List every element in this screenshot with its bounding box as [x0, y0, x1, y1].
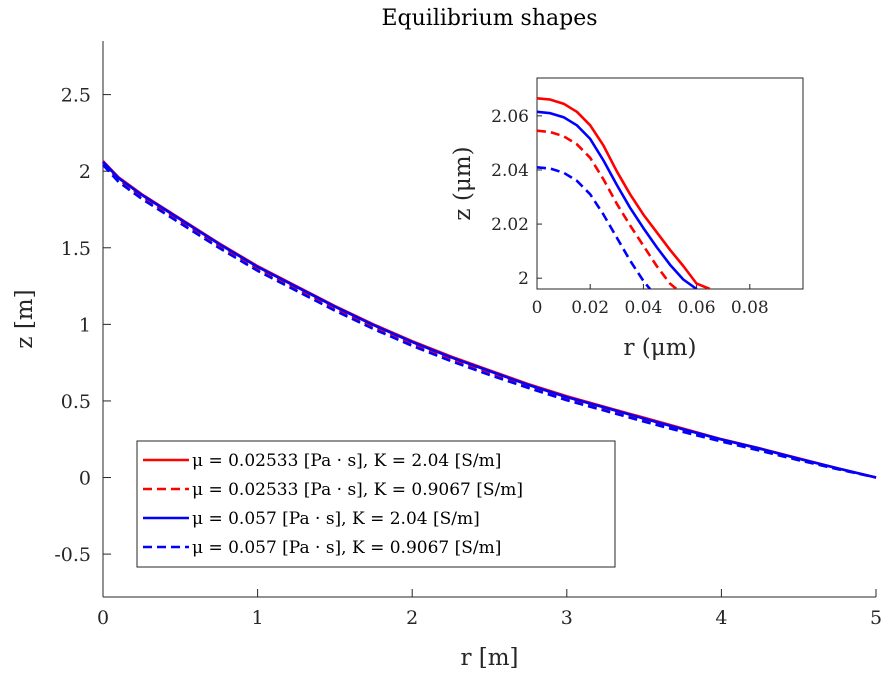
legend-entry-label: μ = 0.057 [Pa · s], K = 2.04 [S/m]: [192, 509, 480, 529]
legend: μ = 0.02533 [Pa · s], K = 2.04 [S/m] μ = …: [136, 440, 616, 568]
inset-series-line: [537, 166, 652, 289]
inset-x-tick-label: 0.08: [731, 298, 769, 318]
y-tick-label: 2.5: [61, 85, 91, 107]
legend-entry-label: μ = 0.02533 [Pa · s], K = 0.9067 [S/m]: [192, 480, 523, 500]
legend-box: [136, 440, 616, 568]
x-tick-label: 5: [870, 607, 882, 629]
main-plot: 0 1 2 3 4 5 -0.5 0 0.5 1 1.5 2 2.5 Equilibrium shapes…: [12, 6, 882, 671]
inset-series-group: [537, 97, 711, 289]
inset-y-tick-label: 2.04: [491, 161, 529, 181]
inset-x-tick-label: 0.02: [571, 298, 609, 318]
chart-title: Equilibrium shapes: [381, 6, 597, 31]
inset-x-tick-label: 0.06: [678, 298, 716, 318]
inset-plot: 0 0.02 0.04 0.06 0.08 2 2.02 2.04 2.06 r (μm) z (μ…: [450, 77, 804, 361]
inset-y-tick-label: 2.06: [491, 107, 529, 127]
inset-x-tick-label: 0.04: [624, 298, 662, 318]
x-tick-label: 1: [252, 607, 264, 629]
x-axis-label: r [m]: [460, 645, 518, 671]
inset-series-line: [537, 97, 711, 289]
y-tick-label: 1.5: [61, 238, 91, 260]
y-axis-label: z [m]: [12, 289, 38, 348]
inset-x-tick-label: 0: [532, 298, 543, 318]
series-line: [102, 160, 877, 479]
series-line: [102, 164, 877, 479]
inset-y-tick-label: 2: [518, 269, 529, 289]
inset-y-tick-label: 2.02: [491, 215, 529, 235]
y-tick-label: -0.5: [54, 544, 91, 566]
x-tick-label: 2: [406, 607, 418, 629]
inset-y-axis-label: z (μm): [450, 146, 476, 220]
inset-series-line: [537, 110, 698, 289]
y-tick-label: 0: [79, 468, 91, 490]
x-tick-label: 3: [561, 607, 573, 629]
x-tick-label: 0: [97, 607, 109, 629]
y-tick-label: 1: [79, 314, 91, 336]
inset-frame: [536, 77, 804, 290]
inset-x-axis-label: r (μm): [623, 335, 696, 361]
y-tick-label: 0.5: [61, 391, 91, 413]
inset-series-line: [537, 129, 678, 289]
legend-entry-label: μ = 0.057 [Pa · s], K = 0.9067 [S/m]: [192, 538, 501, 558]
legend-entry-label: μ = 0.02533 [Pa · s], K = 2.04 [S/m]: [192, 451, 501, 471]
y-tick-label: 2: [79, 161, 91, 183]
x-tick-label: 4: [715, 607, 727, 629]
